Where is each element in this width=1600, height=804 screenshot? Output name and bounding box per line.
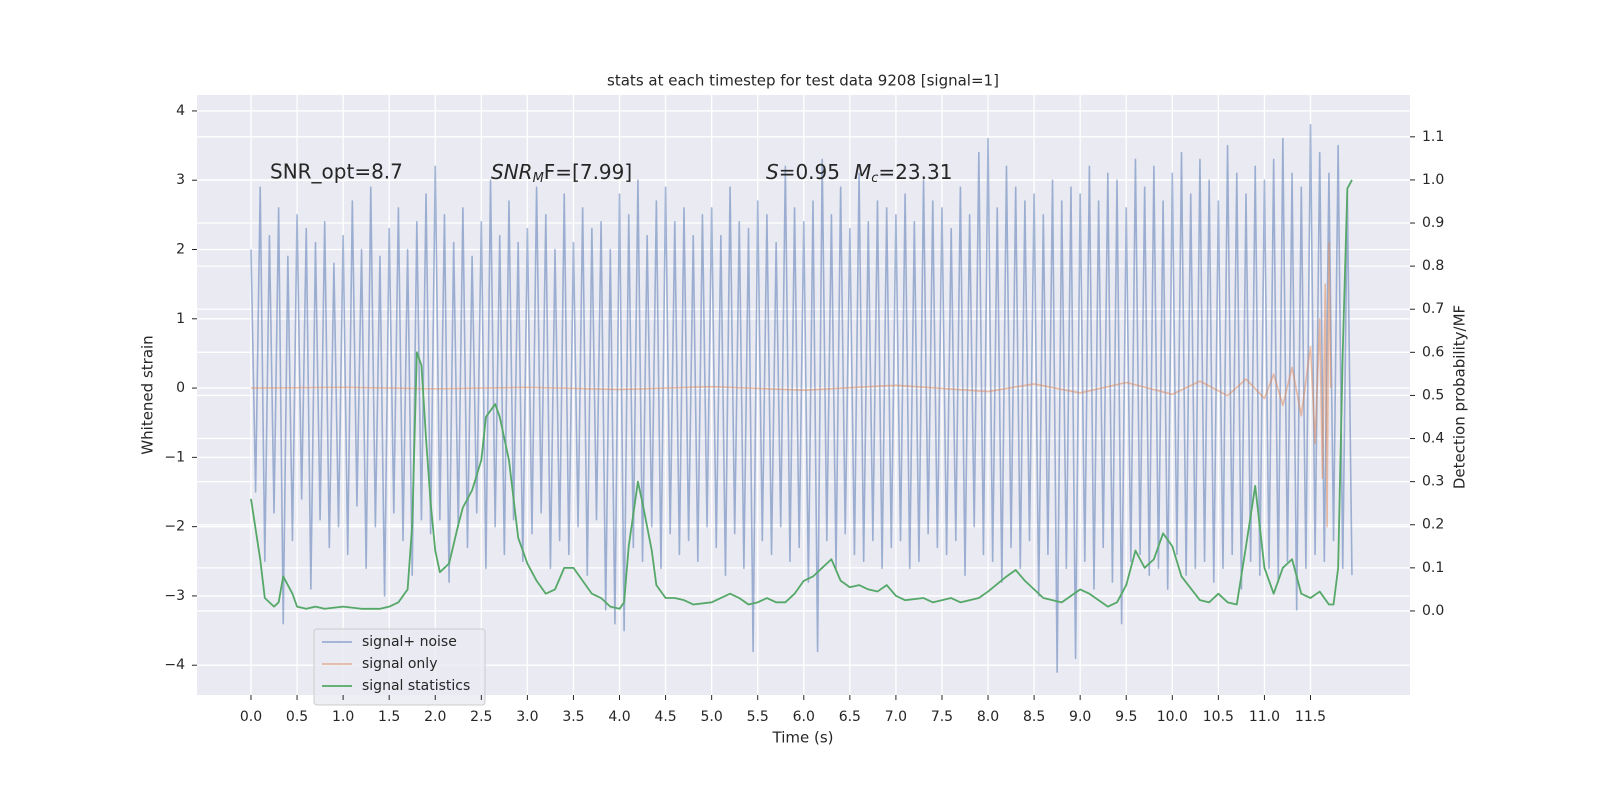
x-tick-label: 5.5 [747, 709, 769, 725]
y-tick-label: −2 [164, 519, 185, 535]
legend-label: signal statistics [362, 678, 470, 694]
x-tick-label: 7.5 [931, 709, 953, 725]
y2-tick-label: 0.3 [1422, 474, 1444, 490]
x-tick-label: 0.0 [240, 709, 262, 725]
legend-label: signal+ noise [362, 634, 457, 650]
legend-label: signal only [362, 656, 437, 672]
annotation: SNRMF=[7.99] [491, 160, 632, 186]
x-tick-label: 10.0 [1157, 709, 1188, 725]
y2-tick-label: 0.8 [1422, 258, 1444, 274]
annotation-part: SNR [491, 160, 533, 184]
legend-box [313, 628, 486, 706]
legend: signal+ noise signal only signal statistic… [313, 628, 486, 706]
lines [250, 123, 1353, 673]
y-tick-label: −1 [164, 449, 185, 465]
x-tick-label: 11.0 [1249, 709, 1280, 725]
annotation: S=0.95 Mc=23.31 [766, 160, 952, 186]
x-tick-label: 1.5 [378, 709, 400, 725]
x-tick-label: 6.0 [793, 709, 815, 725]
y2-tick-label: 0.4 [1422, 431, 1444, 447]
y2-tick-label: 0.1 [1422, 560, 1444, 576]
x-tick-label: 4.0 [608, 709, 630, 725]
y2-tick-label: 0.0 [1422, 603, 1444, 619]
y2-tick-label: 0.7 [1422, 301, 1444, 317]
x-tick-label: 3.5 [562, 709, 584, 725]
y-tick-label: 4 [176, 103, 185, 119]
y-tick-label: 0 [176, 380, 185, 396]
x-tick-label: 1.0 [332, 709, 354, 725]
x-tick-label: 8.5 [1023, 709, 1045, 725]
annotation: SNR_opt=8.7 [270, 160, 403, 184]
y2-tick-label: 0.2 [1422, 517, 1444, 533]
series-line [250, 123, 1353, 673]
x-tick-label: 0.5 [286, 709, 308, 725]
annotation-part: M [854, 160, 871, 184]
y-axis-label: Whitened strain [139, 335, 157, 454]
x-tick-label: 2.5 [470, 709, 492, 725]
annotation-part: =0.95 [779, 160, 840, 184]
y-tick-label: 3 [176, 172, 185, 188]
y-tick-label: −4 [164, 657, 185, 673]
x-tick-label: 8.0 [977, 709, 999, 725]
series-line [250, 241, 1332, 528]
x-tick-label: 9.0 [1069, 709, 1091, 725]
x-tick-label: 2.0 [424, 709, 446, 725]
x-tick-label: 10.5 [1203, 709, 1234, 725]
x-tick-label: 3.0 [516, 709, 538, 725]
x-tick-label: 6.5 [839, 709, 861, 725]
y-tick-label: 1 [176, 311, 185, 327]
annotation-part: F=[7.99] [544, 160, 632, 184]
x-tick-label: 7.0 [885, 709, 907, 725]
y2-tick-label: 1.1 [1422, 129, 1444, 145]
y2-tick-label: 1.0 [1422, 172, 1444, 188]
y2-tick-label: 0.9 [1422, 215, 1444, 231]
y2-axis-label: Detection probability/MF [1451, 305, 1469, 489]
y-tick-label: −3 [164, 588, 185, 604]
y2-tick-label: 0.6 [1422, 344, 1444, 360]
chart-title: stats at each timestep for test data 920… [607, 72, 999, 90]
x-tick-label: 11.5 [1295, 709, 1326, 725]
annotation-part: =23.31 [878, 160, 952, 184]
x-axis-label: Time (s) [772, 729, 834, 747]
y2-tick-label: 0.5 [1422, 387, 1444, 403]
x-tick-label: 9.5 [1115, 709, 1137, 725]
annotation-part: c [871, 171, 878, 186]
series-line [250, 179, 1353, 610]
annotation-part: M [533, 171, 544, 186]
x-tick-label: 4.5 [654, 709, 676, 725]
annotation-part: S [766, 160, 779, 184]
x-tick-label: 5.0 [701, 709, 723, 725]
y-tick-label: 2 [176, 242, 185, 258]
